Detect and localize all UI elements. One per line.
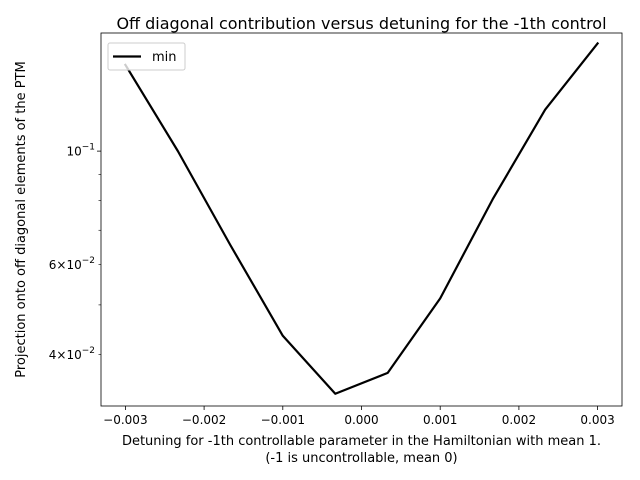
y-tick-label: 10−1 [66,143,95,159]
x-tick-label: 0.002 [502,413,536,427]
x-axis: −0.003 −0.002 −0.001 0.000 0.001 0.002 0.003 [103,406,615,427]
y-axis-label: Projection onto off diagonal elements of… [14,61,29,377]
legend: min [107,42,186,71]
y-axis: 10−1 4×10−2 6×10−2 [49,143,101,362]
x-axis-label-line2: (-1 is uncontrollable, mean 0) [265,451,457,466]
legend-box [107,42,186,71]
x-axis-label-line1: Detuning for -1th controllable parameter… [122,434,601,449]
y-tick-label: 6×10−2 [49,256,95,272]
y-tick-label: 4×10−2 [49,346,95,362]
x-tick-label: 0.000 [344,413,378,427]
x-tick-label: −0.003 [103,413,147,427]
x-tick-label: 0.001 [423,413,457,427]
x-tick-label: −0.002 [182,413,226,427]
legend-label-min: min [152,50,177,65]
x-tick-label: 0.003 [580,413,614,427]
series-line-min [123,41,600,395]
chart-title: Off diagonal contribution versus detunin… [116,14,606,33]
series-layer [123,41,600,395]
x-tick-label: −0.001 [261,413,305,427]
